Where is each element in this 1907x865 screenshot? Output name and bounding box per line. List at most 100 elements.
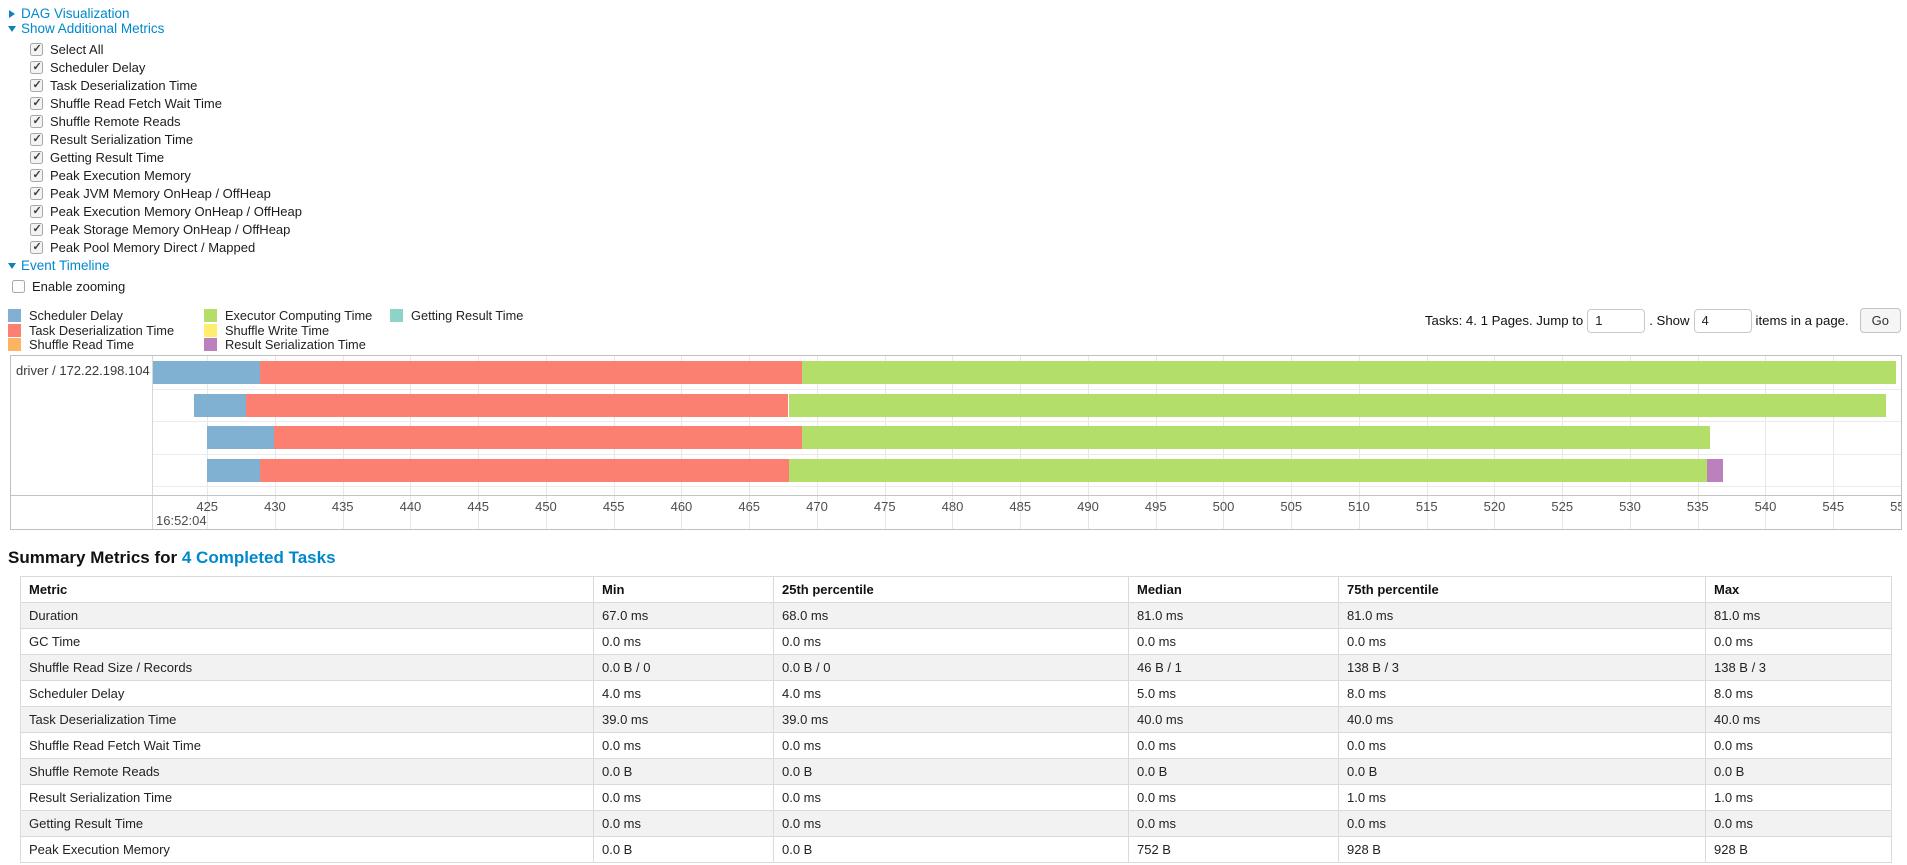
metrics-checkbox-list: Select All Scheduler Delay Task Deserializ… bbox=[8, 40, 1907, 256]
metric-checkbox-label: Peak Storage Memory OnHeap / OffHeap bbox=[50, 221, 291, 237]
axis-tick-label: 460 bbox=[670, 499, 693, 515]
task-bar-segment-executor-computing bbox=[802, 361, 1896, 385]
enable-zooming-checkbox[interactable] bbox=[12, 279, 25, 293]
legend-item: Scheduler Delay bbox=[8, 308, 204, 323]
metric-name-cell: Shuffle Read Fetch Wait Time bbox=[20, 732, 594, 760]
jump-to-page-input[interactable] bbox=[1587, 308, 1646, 333]
metric-checkbox-item: Peak Pool Memory Direct / Mapped bbox=[30, 238, 1907, 256]
metric-value-cell: 0.0 ms bbox=[1128, 784, 1339, 812]
timeline-gridline bbox=[1426, 356, 1428, 496]
legend-label: Shuffle Read Time bbox=[29, 337, 135, 353]
executor-group-label: driver / 172.22.198.104 bbox=[16, 363, 150, 379]
metric-checkbox[interactable] bbox=[30, 114, 43, 128]
pagination-tasks-label: Tasks: 4. 1 Pages. Jump to bbox=[1424, 313, 1584, 328]
axis-tick-label: 520 bbox=[1483, 499, 1506, 515]
metric-value-cell: 0.0 B / 0 bbox=[773, 654, 1129, 682]
go-button[interactable]: Go bbox=[1859, 308, 1901, 333]
metric-checkbox[interactable] bbox=[30, 168, 43, 182]
axis-tick-label: 530 bbox=[1619, 499, 1641, 515]
axis-gridline bbox=[410, 496, 412, 530]
metric-checkbox[interactable] bbox=[30, 96, 43, 110]
timeline-gridline bbox=[1155, 356, 1157, 496]
metric-checkbox[interactable] bbox=[30, 60, 43, 74]
axis-gridline bbox=[1087, 496, 1089, 530]
metric-checkbox-label: Shuffle Read Fetch Wait Time bbox=[50, 95, 222, 111]
axis-tick-label: 540 bbox=[1754, 499, 1777, 515]
metric-checkbox[interactable] bbox=[30, 150, 43, 164]
timeline-gridline bbox=[1494, 356, 1496, 496]
timeline-gridline bbox=[207, 356, 209, 496]
timeline-gridline bbox=[478, 356, 480, 496]
metric-checkbox[interactable] bbox=[30, 204, 43, 218]
dag-visualization-toggle[interactable]: DAG Visualization bbox=[8, 6, 1907, 21]
axis-gridline bbox=[1291, 496, 1293, 530]
metric-checkbox-label: Peak Pool Memory Direct / Mapped bbox=[50, 239, 256, 255]
metric-value-cell: 0.0 ms bbox=[1705, 628, 1892, 656]
metric-checkbox[interactable] bbox=[30, 222, 43, 236]
metric-value-cell: 0.0 ms bbox=[1338, 628, 1706, 656]
metric-value-cell: 8.0 ms bbox=[1338, 680, 1706, 708]
axis-gridline bbox=[681, 496, 683, 530]
metric-name-cell: Task Deserialization Time bbox=[20, 706, 594, 734]
dag-visualization-link[interactable]: DAG Visualization bbox=[21, 6, 130, 21]
legend-item: Shuffle Read Time bbox=[8, 337, 204, 352]
metric-value-cell: 81.0 ms bbox=[1128, 602, 1339, 630]
timeline-gridline bbox=[342, 356, 344, 496]
metric-checkbox[interactable] bbox=[30, 132, 43, 146]
metric-value-cell: 39.0 ms bbox=[773, 706, 1129, 734]
metric-value-cell: 0.0 ms bbox=[1128, 628, 1339, 656]
table-row: Getting Result Time 0.0 ms 0.0 ms 0.0 ms 0.0… bbox=[20, 810, 1892, 838]
event-timeline-link[interactable]: Event Timeline bbox=[21, 258, 110, 273]
legend-item: Executor Computing Time bbox=[204, 308, 390, 323]
summary-metrics-table: Metric Min 25th percentile Median 75th perce… bbox=[20, 576, 1892, 864]
axis-tick-label: 475 bbox=[873, 499, 896, 515]
collapsed-arrow-icon bbox=[9, 9, 15, 18]
metric-checkbox-item: Getting Result Time bbox=[30, 148, 1907, 166]
axis-tick-label: 430 bbox=[264, 499, 286, 515]
metric-value-cell: 81.0 ms bbox=[1705, 602, 1892, 630]
metric-checkbox-item: Peak Execution Memory bbox=[30, 166, 1907, 184]
table-row: Shuffle Read Size / Records 0.0 B / 0 0.0 … bbox=[20, 654, 1892, 682]
table-header-cell: Metric bbox=[20, 576, 594, 604]
axis-gridline bbox=[342, 496, 344, 530]
timeline-row-separator bbox=[153, 389, 1901, 391]
timeline-gridline bbox=[545, 356, 547, 496]
timeline-row-separator bbox=[153, 421, 1901, 423]
metric-value-cell: 0.0 ms bbox=[773, 628, 1129, 656]
metric-checkbox-item: Shuffle Read Fetch Wait Time bbox=[30, 94, 1907, 112]
metric-checkbox[interactable] bbox=[30, 186, 43, 200]
items-per-page-input[interactable] bbox=[1693, 308, 1752, 333]
timeline-gridline bbox=[613, 356, 615, 496]
show-additional-metrics-toggle[interactable]: Show Additional Metrics bbox=[8, 21, 1907, 36]
axis-tick-label: 550 bbox=[1890, 499, 1901, 515]
axis-gridline bbox=[207, 496, 209, 530]
metric-name-cell: Shuffle Read Size / Records bbox=[20, 654, 594, 682]
completed-tasks-link[interactable]: 4 Completed Tasks bbox=[181, 548, 336, 568]
task-bar-segment-result-serialization bbox=[1707, 459, 1724, 483]
timeline-gridline bbox=[1020, 356, 1022, 496]
table-header-cell: Median bbox=[1128, 576, 1339, 604]
timeline-gridline bbox=[1901, 356, 1902, 495]
metric-checkbox[interactable] bbox=[30, 42, 43, 56]
metric-value-cell: 138 B / 3 bbox=[1705, 654, 1892, 682]
executor-computing-swatch-icon bbox=[204, 308, 217, 322]
axis-gridline bbox=[816, 496, 818, 530]
legend-column: Executor Computing Time Shuffle Write Tim… bbox=[204, 308, 390, 352]
axis-tick-label: 425 bbox=[196, 499, 219, 515]
axis-gridline bbox=[1562, 496, 1564, 530]
timeline-gridline bbox=[816, 356, 818, 496]
metric-name-cell: Getting Result Time bbox=[20, 810, 594, 838]
table-header-cell: Min bbox=[593, 576, 774, 604]
metric-value-cell: 0.0 ms bbox=[593, 810, 774, 838]
metric-checkbox[interactable] bbox=[30, 78, 43, 92]
table-header-cell: 25th percentile bbox=[773, 576, 1129, 604]
show-additional-metrics-link[interactable]: Show Additional Metrics bbox=[21, 21, 165, 36]
axis-tick-label: 485 bbox=[1009, 499, 1032, 515]
event-timeline-toggle[interactable]: Event Timeline bbox=[8, 258, 1907, 273]
metric-checkbox[interactable] bbox=[30, 240, 43, 254]
metric-value-cell: 81.0 ms bbox=[1338, 602, 1706, 630]
axis-gridline bbox=[884, 496, 886, 530]
legend-label: Scheduler Delay bbox=[29, 307, 123, 323]
table-row: Shuffle Read Fetch Wait Time 0.0 ms 0.0 ms… bbox=[20, 732, 1892, 760]
table-header-cell: 75th percentile bbox=[1338, 576, 1706, 604]
